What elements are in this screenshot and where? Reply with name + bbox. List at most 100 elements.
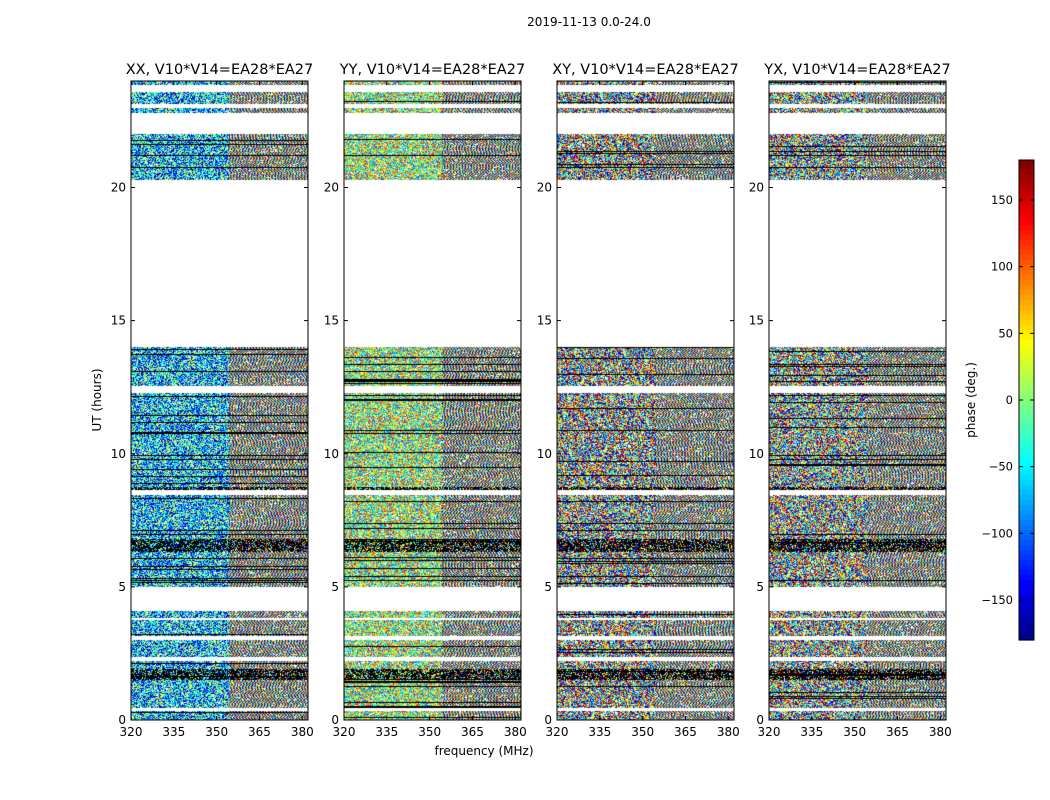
- colorbar-segment: [1019, 395, 1034, 401]
- colorbar-segment: [1019, 215, 1034, 221]
- y-tick-label: 10: [537, 447, 552, 461]
- colorbar-segment: [1019, 280, 1034, 286]
- colorbar-tick-label: −100: [981, 526, 1013, 540]
- colorbar-segment: [1019, 620, 1034, 626]
- colorbar-tick-label: −150: [981, 593, 1013, 607]
- y-tick-label: 5: [756, 580, 764, 594]
- y-tick-label: 5: [331, 580, 339, 594]
- colorbar-segment: [1019, 185, 1034, 191]
- colorbar-segment: [1019, 390, 1034, 396]
- y-tick-label: 0: [331, 713, 339, 727]
- y-tick-label: 15: [324, 314, 339, 328]
- y-tick-label: 20: [111, 181, 126, 195]
- colorbar-segment: [1019, 275, 1034, 281]
- panel-frame-2: [343, 80, 522, 721]
- colorbar-segment: [1019, 495, 1034, 501]
- y-tick-label: 15: [749, 314, 764, 328]
- colorbar-segment: [1019, 490, 1034, 496]
- colorbar-segment: [1019, 540, 1034, 546]
- y-tick-label: 20: [749, 181, 764, 195]
- phase-canvas-3: [557, 81, 734, 720]
- colorbar-segment: [1019, 625, 1034, 631]
- colorbar-segment: [1019, 535, 1034, 541]
- phase-heatmap-4: [769, 81, 946, 720]
- colorbar-segment: [1019, 550, 1034, 556]
- x-axis-label: frequency (MHz): [434, 744, 533, 758]
- x-tick-label: 320: [546, 725, 569, 739]
- colorbar-segment: [1019, 630, 1034, 636]
- colorbar-segment: [1019, 320, 1034, 326]
- y-tick-label: 5: [118, 580, 126, 594]
- phase-heatmap-1: [131, 81, 308, 720]
- panels: XX, V10*V14=EA28*EA27 320 335 350 365 380 0 5 10…: [111, 62, 952, 739]
- colorbar-segment: [1019, 530, 1034, 536]
- colorbar-segment: [1019, 170, 1034, 176]
- x-tick-label: 350: [631, 725, 654, 739]
- colorbar-segment: [1019, 610, 1034, 616]
- y-tick-label: 0: [544, 713, 552, 727]
- x-tick-label: 335: [588, 725, 611, 739]
- colorbar-segment: [1019, 295, 1034, 301]
- y-tick-label: 5: [544, 580, 552, 594]
- colorbar-segment: [1019, 355, 1034, 361]
- x-tick-label: 350: [418, 725, 441, 739]
- y-tick-label: 15: [111, 314, 126, 328]
- colorbar-segment: [1019, 365, 1034, 371]
- colorbar-segment: [1019, 435, 1034, 441]
- phase-heatmap-2: [344, 81, 521, 720]
- colorbar-segment: [1019, 450, 1034, 456]
- y-tick-label: 20: [537, 181, 552, 195]
- colorbar: 150 100 50 0 −50 −100 −150: [981, 159, 1035, 641]
- colorbar-segment: [1019, 480, 1034, 486]
- phase-canvas-2: [344, 81, 521, 720]
- colorbar-tick-label: 0: [1006, 393, 1013, 407]
- colorbar-segment: [1019, 455, 1034, 461]
- panel-frame-1: [130, 80, 309, 721]
- colorbar-label: phase (deg.): [964, 362, 978, 438]
- colorbar-segment: [1019, 385, 1034, 391]
- colorbar-segment: [1019, 305, 1034, 311]
- colorbar-segment: [1019, 235, 1034, 241]
- panel-title-4: YX, V10*V14=EA28*EA27: [763, 62, 950, 78]
- colorbar-segment: [1019, 405, 1034, 411]
- colorbar-segment: [1019, 260, 1034, 266]
- x-tick-label: 335: [375, 725, 398, 739]
- colorbar-segment: [1019, 205, 1034, 211]
- colorbar-segment: [1019, 175, 1034, 181]
- x-tick-label: 380: [929, 725, 952, 739]
- colorbar-segment: [1019, 560, 1034, 566]
- colorbar-segment: [1019, 255, 1034, 261]
- x-tick-label: 320: [333, 725, 356, 739]
- colorbar-segment: [1019, 190, 1034, 196]
- colorbar-segment: [1019, 465, 1034, 471]
- colorbar-segment: [1019, 330, 1034, 336]
- y-tick-label: 10: [324, 447, 339, 461]
- colorbar-segment: [1019, 400, 1034, 406]
- colorbar-segment: [1019, 265, 1034, 271]
- colorbar-segment: [1019, 600, 1034, 606]
- x-tick-label: 380: [291, 725, 314, 739]
- colorbar-segment: [1019, 595, 1034, 601]
- colorbar-segment: [1019, 445, 1034, 451]
- colorbar-segment: [1019, 545, 1034, 551]
- colorbar-segment: [1019, 635, 1034, 641]
- colorbar-segment: [1019, 325, 1034, 331]
- colorbar-segment: [1019, 360, 1034, 366]
- y-tick-label: 20: [324, 181, 339, 195]
- colorbar-segment: [1019, 310, 1034, 316]
- x-tick-label: 350: [205, 725, 228, 739]
- colorbar-segment: [1019, 505, 1034, 511]
- colorbar-tick-label: 50: [998, 326, 1013, 340]
- colorbar-segment: [1019, 615, 1034, 621]
- colorbar-segment: [1019, 605, 1034, 611]
- phase-heatmap-3: [557, 81, 734, 720]
- colorbar-segment: [1019, 335, 1034, 341]
- colorbar-segment: [1019, 575, 1034, 581]
- colorbar-segment: [1019, 370, 1034, 376]
- y-axis-label: UT (hours): [90, 368, 104, 431]
- colorbar-segment: [1019, 165, 1034, 171]
- colorbar-segment: [1019, 570, 1034, 576]
- phase-canvas-1: [131, 81, 308, 720]
- colorbar-segment: [1019, 220, 1034, 226]
